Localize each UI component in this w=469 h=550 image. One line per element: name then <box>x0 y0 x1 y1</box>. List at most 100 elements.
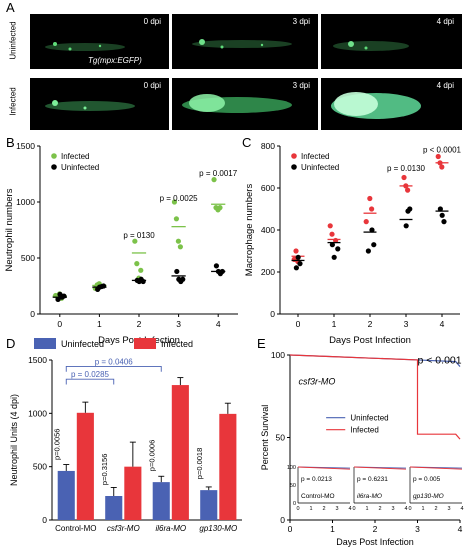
time-label: 0 dpi <box>143 81 161 90</box>
data-point <box>403 223 409 229</box>
time-label: 4 dpi <box>436 17 454 26</box>
x-tick-label: 4 <box>458 524 463 534</box>
data-point <box>401 174 407 181</box>
panel-b-letter: B <box>6 135 15 150</box>
y-tick-label: 1000 <box>16 197 35 207</box>
y-tick-label: 1000 <box>28 408 47 418</box>
inset-line <box>353 466 407 470</box>
panel-a-letter: A <box>6 0 15 15</box>
y-tick-label: 200 <box>261 267 275 277</box>
panel-d-letter: D <box>6 336 16 351</box>
data-point <box>180 276 186 282</box>
x-tick-label: 1 <box>330 524 335 534</box>
data-point <box>365 248 371 254</box>
survival-line <box>289 354 461 440</box>
y-axis-label: Neutrophil Units (4 dpi) <box>9 394 19 486</box>
legend-label: Uninfected <box>61 163 99 172</box>
inset-y-tick-label: 100 <box>287 465 296 471</box>
inset-line <box>297 466 351 470</box>
data-point <box>171 199 178 205</box>
data-point <box>329 231 335 237</box>
data-point <box>329 242 335 248</box>
data-point <box>327 223 333 229</box>
x-tick-label: 1 <box>332 319 337 329</box>
p-value-label: p < 0.0001 <box>423 145 462 154</box>
panel-e-letter: E <box>257 336 266 351</box>
data-point <box>441 219 447 225</box>
micrograph-infected-0dpi: 0 dpi <box>30 78 169 130</box>
p-value-label: p=0.3156 <box>100 454 109 486</box>
data-point <box>213 263 220 269</box>
data-point <box>369 206 375 212</box>
legend-label: Uninfected <box>350 414 388 423</box>
inset-y-tick-label: 50 <box>290 483 296 489</box>
data-point <box>293 248 299 254</box>
category-label: gp130-MO <box>199 524 237 533</box>
data-point <box>175 238 182 244</box>
legend-swatch <box>34 338 56 349</box>
bar <box>200 490 218 520</box>
p-value-label: p = 0.0025 <box>160 194 199 203</box>
p-value-label: p = 0.0017 <box>199 169 238 178</box>
inset-x-tick-label: 1 <box>365 506 368 512</box>
data-point <box>211 177 217 183</box>
micrograph-infected-3dpi: 3 dpi <box>172 78 318 130</box>
y-axis-label: Neutrophil numbers <box>4 188 15 271</box>
y-axis-label: Macrophage numbers <box>244 184 255 277</box>
x-axis-label: Days Post Infection <box>336 537 414 547</box>
p-value-label: p < 0.001 <box>418 354 462 366</box>
legend-label: Uninfected <box>301 163 339 172</box>
inset-x-tick-label: 2 <box>322 506 325 512</box>
x-tick-label: 4 <box>216 319 221 329</box>
bar <box>219 413 237 520</box>
y-tick-label: 0 <box>270 309 275 319</box>
comparison-p-value: p = 0.0406 <box>95 357 134 366</box>
inset-x-tick-label: 1 <box>309 506 312 512</box>
micrograph-uninfected-3dpi: 3 dpi <box>172 14 318 69</box>
x-tick-label: 2 <box>373 524 378 534</box>
legend-label: Infected <box>350 426 378 435</box>
time-label: 3 dpi <box>292 17 310 26</box>
x-tick-label: 3 <box>404 319 409 329</box>
x-tick-label: 4 <box>440 319 445 329</box>
p-value-label: p=0.0006 <box>148 440 157 472</box>
y-tick-label: 600 <box>261 183 275 193</box>
inset-x-tick-label: 2 <box>378 506 381 512</box>
y-tick-label: 400 <box>261 225 275 235</box>
micrograph-uninfected-0dpi: 0 dpi Tg(mpx:EGFP) <box>30 14 169 69</box>
inset-x-tick-label: 3 <box>447 506 450 512</box>
x-tick-label: 0 <box>57 319 62 329</box>
x-tick-label: 3 <box>176 319 181 329</box>
inset-y-tick-label: 0 <box>293 501 296 507</box>
bar <box>105 496 123 520</box>
bar <box>171 385 189 520</box>
inset-label: Control-MO <box>301 493 335 500</box>
data-point <box>407 206 413 212</box>
category-label: il6ra-MO <box>155 524 186 533</box>
inset-p-value: p = 0.005 <box>413 476 441 483</box>
inset-x-tick-label: 0 <box>408 506 411 512</box>
inset-line <box>409 466 463 470</box>
inset-x-tick-label: 3 <box>391 506 394 512</box>
data-point <box>335 246 341 252</box>
legend-label: Infected <box>301 152 329 161</box>
legend-marker <box>291 164 297 170</box>
time-label: 4 dpi <box>436 81 454 90</box>
data-point <box>293 265 299 271</box>
data-point <box>371 242 377 248</box>
y-tick-label: 1500 <box>28 355 47 365</box>
data-point <box>55 296 61 303</box>
inset-x-tick-label: 4 <box>404 506 407 512</box>
y-tick-label: 50 <box>276 433 286 443</box>
micrograph-infected-4dpi: 4 dpi <box>321 78 462 130</box>
y-tick-label: 0 <box>280 515 285 525</box>
category-label: Control-MO <box>55 524 96 533</box>
p-value-label: p = 0.0130 <box>387 164 426 173</box>
inset-x-tick-label: 0 <box>352 506 355 512</box>
legend-label: Infected <box>161 339 193 349</box>
bar <box>124 466 142 520</box>
data-point <box>405 187 411 193</box>
inset-x-tick-label: 2 <box>434 506 437 512</box>
